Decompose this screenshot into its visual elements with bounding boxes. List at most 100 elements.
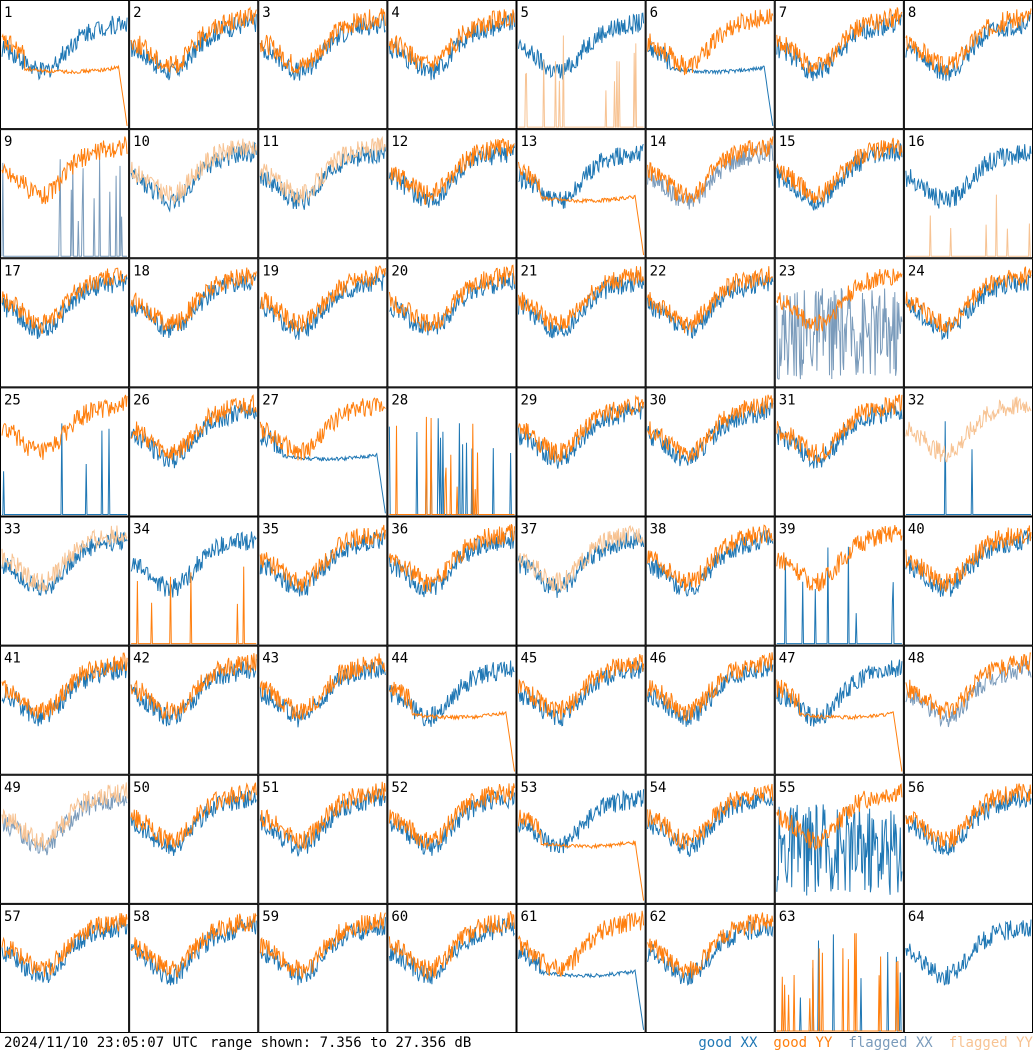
legend-item: good YY [773, 1035, 833, 1051]
panel-16: 16 [903, 129, 1033, 259]
panel-frame [387, 645, 517, 775]
xx-series-line [905, 144, 1032, 209]
yy-series-line [259, 8, 386, 74]
panel-label: 44 [391, 651, 408, 667]
panel-59: 59 [258, 903, 388, 1033]
panel-61: 61 [516, 903, 646, 1033]
panel-45: 45 [516, 645, 646, 775]
panel-36: 36 [387, 516, 517, 646]
panel-49: 49 [0, 774, 130, 904]
panel-label: 13 [521, 134, 538, 150]
panel-54: 54 [645, 774, 775, 904]
panel-9: 9 [0, 129, 130, 259]
yy-series-line [1, 394, 128, 460]
panel-label: 16 [908, 134, 925, 150]
panel-label: 15 [779, 134, 796, 150]
panel-label: 40 [908, 522, 925, 538]
yy-series-line [776, 933, 902, 1032]
panel-label: 25 [4, 392, 21, 408]
yy-series-line [518, 653, 645, 720]
panel-label: 11 [262, 134, 279, 150]
panel-53: 53 [516, 774, 646, 904]
panel-46: 46 [645, 645, 775, 775]
panel-label: 43 [262, 651, 279, 667]
panel-label: 47 [779, 651, 796, 667]
yy-series-line [1, 136, 128, 205]
panel-label: 22 [650, 263, 667, 279]
yy-series-line [518, 394, 645, 463]
panel-38: 38 [645, 516, 775, 646]
panel-label: 48 [908, 651, 925, 667]
panel-label: 52 [391, 780, 408, 796]
panel-21: 21 [516, 258, 646, 388]
yy-series-line [388, 523, 515, 593]
panel-frame [645, 258, 775, 388]
xx-series-line [905, 421, 1031, 515]
xx-series-line [647, 658, 774, 727]
xx-series-line [776, 143, 903, 211]
panel-label: 7 [779, 5, 787, 21]
panel-44: 44 [387, 645, 517, 775]
xx-series-line [776, 659, 903, 727]
yy-series-line [130, 6, 257, 74]
yy-series-line [776, 7, 903, 74]
yy-series-line [130, 782, 257, 849]
xx-series-line [518, 660, 645, 727]
panel-label: 51 [262, 780, 279, 796]
xx-series-line [2, 423, 128, 515]
xx-series-line [259, 531, 386, 597]
panel-label: 41 [4, 651, 21, 667]
yy-series-line [259, 653, 386, 720]
yy-series-line [776, 783, 903, 851]
panel-label: 32 [908, 392, 925, 408]
yy-series-line [259, 397, 386, 461]
yy-series-line [905, 783, 1032, 849]
panel-label: 35 [262, 522, 279, 538]
panel-frame [0, 387, 130, 517]
panel-27: 27 [258, 387, 388, 517]
yy-series-line [131, 566, 257, 645]
panel-label: 49 [4, 780, 21, 796]
panel-label: 53 [521, 780, 538, 796]
yy-series-line [647, 394, 774, 464]
xx-series-line [518, 945, 645, 1030]
panel-label: 34 [133, 522, 150, 538]
yy-series-line [518, 161, 645, 256]
panel-label: 46 [650, 651, 667, 667]
panel-label: 14 [650, 134, 667, 150]
panel-55: 55 [774, 774, 904, 904]
yy-series-line [518, 35, 644, 128]
panel-4: 4 [387, 0, 517, 130]
xx-series-line [130, 14, 257, 81]
panel-label: 4 [391, 5, 399, 21]
yy-series-line [388, 681, 515, 772]
panel-label: 18 [133, 263, 150, 279]
panel-label: 60 [391, 909, 408, 925]
panel-frame [516, 258, 646, 388]
xx-series-line [776, 546, 902, 645]
panel-58: 58 [129, 903, 259, 1033]
yy-series-line [518, 910, 645, 977]
panel-13: 13 [516, 129, 646, 259]
panel-10: 10 [129, 129, 259, 259]
panel-label: 26 [133, 392, 150, 408]
yy-series-line [776, 679, 903, 772]
yy-series-line [388, 9, 515, 72]
yy-series-line [776, 394, 903, 464]
panel-label: 38 [650, 522, 667, 538]
xx-series-line [647, 142, 774, 210]
xx-series-line [388, 144, 515, 208]
panel-11: 11 [258, 129, 388, 259]
yy-series-line [388, 783, 515, 850]
panel-7: 7 [774, 0, 904, 130]
panel-label: 64 [908, 909, 925, 925]
panel-label: 31 [779, 392, 796, 408]
yy-series-line [388, 264, 515, 333]
panel-8: 8 [903, 0, 1033, 130]
panel-label: 28 [391, 392, 408, 408]
panel-19: 19 [258, 258, 388, 388]
yy-series-line [647, 783, 774, 850]
yy-series-line [647, 136, 774, 204]
panel-label: 27 [262, 392, 279, 408]
yy-series-line [905, 266, 1032, 334]
